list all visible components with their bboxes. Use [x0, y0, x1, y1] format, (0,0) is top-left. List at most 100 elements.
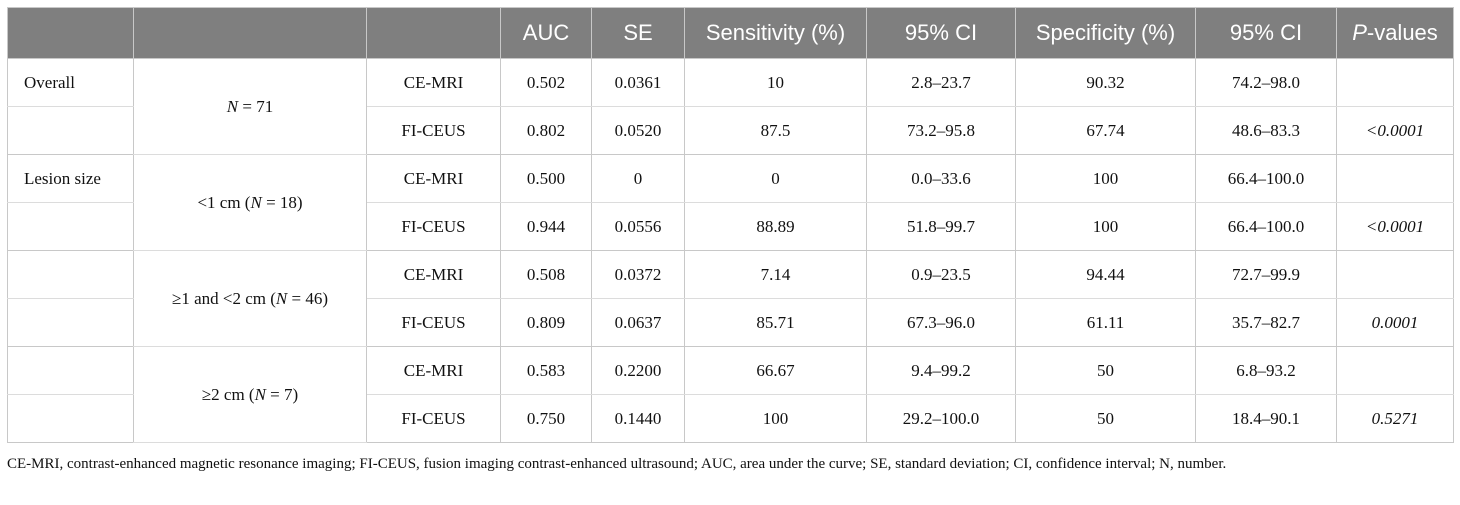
method-cell: CE-MRI	[366, 58, 501, 107]
results-table-container: AUC SE Sensitivity (%) 95% CI Specificit…	[7, 7, 1454, 443]
table-row: FI-CEUS 0.944 0.0556 88.89 51.8–99.7 100…	[7, 202, 1454, 251]
p-value-cell	[1336, 346, 1454, 395]
subgroup-post: = 71	[238, 96, 274, 116]
header-auc: AUC	[500, 7, 592, 59]
specificity-ci-cell: 66.4–100.0	[1195, 202, 1337, 251]
subgroup-pre: ≥1 and <2 cm (	[172, 288, 276, 308]
se-cell: 0.0637	[591, 298, 685, 347]
sensitivity-cell: 0	[684, 154, 867, 203]
subgroup-cell: <1 cm (N = 18)	[133, 154, 367, 251]
diagnostic-performance-table: AUC SE Sensitivity (%) 95% CI Specificit…	[7, 7, 1454, 443]
specificity-ci-cell: 66.4–100.0	[1195, 154, 1337, 203]
method-cell: FI-CEUS	[366, 106, 501, 155]
header-se: SE	[591, 7, 685, 59]
header-p-italic: P	[1352, 20, 1367, 45]
sensitivity-ci-cell: 0.9–23.5	[866, 250, 1016, 299]
group-cell	[7, 202, 134, 251]
specificity-cell: 67.74	[1015, 106, 1196, 155]
method-cell: FI-CEUS	[366, 298, 501, 347]
table-row: FI-CEUS 0.809 0.0637 85.71 67.3–96.0 61.…	[7, 298, 1454, 347]
table-row: FI-CEUS 0.802 0.0520 87.5 73.2–95.8 67.7…	[7, 106, 1454, 155]
specificity-cell: 50	[1015, 346, 1196, 395]
specificity-ci-cell: 72.7–99.9	[1195, 250, 1337, 299]
se-cell: 0	[591, 154, 685, 203]
auc-cell: 0.500	[500, 154, 592, 203]
auc-cell: 0.809	[500, 298, 592, 347]
p-value-cell: 0.0001	[1336, 298, 1454, 347]
header-subgroup	[133, 7, 367, 59]
specificity-cell: 50	[1015, 394, 1196, 443]
subgroup-pre: ≥2 cm (	[201, 384, 255, 404]
header-p-rest: -values	[1366, 20, 1438, 45]
sensitivity-ci-cell: 9.4–99.2	[866, 346, 1016, 395]
subgroup-n: N	[250, 192, 262, 212]
p-value-cell: <0.0001	[1336, 202, 1454, 251]
p-value-cell	[1336, 58, 1454, 107]
method-cell: CE-MRI	[366, 154, 501, 203]
subgroup-cell: ≥2 cm (N = 7)	[133, 346, 367, 443]
sensitivity-cell: 7.14	[684, 250, 867, 299]
header-group	[7, 7, 134, 59]
table-row: ≥2 cm (N = 7) CE-MRI 0.583 0.2200 66.67 …	[7, 346, 1454, 443]
sensitivity-cell: 100	[684, 394, 867, 443]
table-footnote: CE-MRI, contrast-enhanced magnetic reson…	[7, 456, 1227, 472]
sensitivity-ci-cell: 29.2–100.0	[866, 394, 1016, 443]
se-cell: 0.2200	[591, 346, 685, 395]
p-value-cell	[1336, 154, 1454, 203]
se-cell: 0.0556	[591, 202, 685, 251]
sensitivity-ci-cell: 67.3–96.0	[866, 298, 1016, 347]
header-specificity: Specificity (%)	[1015, 7, 1196, 59]
header-specificity-ci: 95% CI	[1195, 7, 1337, 59]
subgroup-post: = 46)	[287, 288, 329, 308]
sensitivity-cell: 87.5	[684, 106, 867, 155]
sensitivity-cell: 10	[684, 58, 867, 107]
sensitivity-ci-cell: 2.8–23.7	[866, 58, 1016, 107]
group-cell	[7, 106, 134, 155]
header-sensitivity-ci: 95% CI	[866, 7, 1016, 59]
header-sensitivity: Sensitivity (%)	[684, 7, 867, 59]
group-cell	[7, 250, 134, 299]
specificity-ci-cell: 18.4–90.1	[1195, 394, 1337, 443]
header-p-values: P-values	[1336, 7, 1454, 59]
sensitivity-cell: 66.67	[684, 346, 867, 395]
specificity-ci-cell: 6.8–93.2	[1195, 346, 1337, 395]
group-cell	[7, 298, 134, 347]
se-cell: 0.0372	[591, 250, 685, 299]
subgroup-n: N	[275, 288, 288, 308]
sensitivity-ci-cell: 51.8–99.7	[866, 202, 1016, 251]
method-cell: CE-MRI	[366, 250, 501, 299]
p-value-cell	[1336, 250, 1454, 299]
table-row: ≥1 and <2 cm (N = 46) CE-MRI 0.508 0.037…	[7, 250, 1454, 347]
specificity-cell: 94.44	[1015, 250, 1196, 299]
auc-cell: 0.502	[500, 58, 592, 107]
auc-cell: 0.508	[500, 250, 592, 299]
se-cell: 0.0520	[591, 106, 685, 155]
specificity-ci-cell: 48.6–83.3	[1195, 106, 1337, 155]
specificity-cell: 100	[1015, 202, 1196, 251]
sensitivity-ci-cell: 0.0–33.6	[866, 154, 1016, 203]
table-row: Overall N = 71 CE-MRI 0.502 0.0361 10 2.…	[7, 58, 1454, 155]
sensitivity-cell: 85.71	[684, 298, 867, 347]
subgroup-post: = 18)	[261, 192, 303, 212]
group-cell: Overall	[7, 58, 134, 107]
sensitivity-ci-cell: 73.2–95.8	[866, 106, 1016, 155]
method-cell: FI-CEUS	[366, 394, 501, 443]
auc-cell: 0.944	[500, 202, 592, 251]
method-cell: CE-MRI	[366, 346, 501, 395]
specificity-cell: 61.11	[1015, 298, 1196, 347]
auc-cell: 0.583	[500, 346, 592, 395]
subgroup-n: N	[226, 96, 239, 116]
group-cell: Lesion size	[7, 154, 134, 203]
p-value-cell: <0.0001	[1336, 106, 1454, 155]
specificity-ci-cell: 35.7–82.7	[1195, 298, 1337, 347]
specificity-cell: 100	[1015, 154, 1196, 203]
group-cell	[7, 394, 134, 443]
table-row: Lesion size <1 cm (N = 18) CE-MRI 0.500 …	[7, 154, 1454, 251]
sensitivity-cell: 88.89	[684, 202, 867, 251]
se-cell: 0.1440	[591, 394, 685, 443]
table-row: FI-CEUS 0.750 0.1440 100 29.2–100.0 50 1…	[7, 394, 1454, 443]
header-row: AUC SE Sensitivity (%) 95% CI Specificit…	[7, 7, 1454, 59]
subgroup-cell: ≥1 and <2 cm (N = 46)	[133, 250, 367, 347]
se-cell: 0.0361	[591, 58, 685, 107]
subgroup-post: = 7)	[265, 384, 299, 404]
